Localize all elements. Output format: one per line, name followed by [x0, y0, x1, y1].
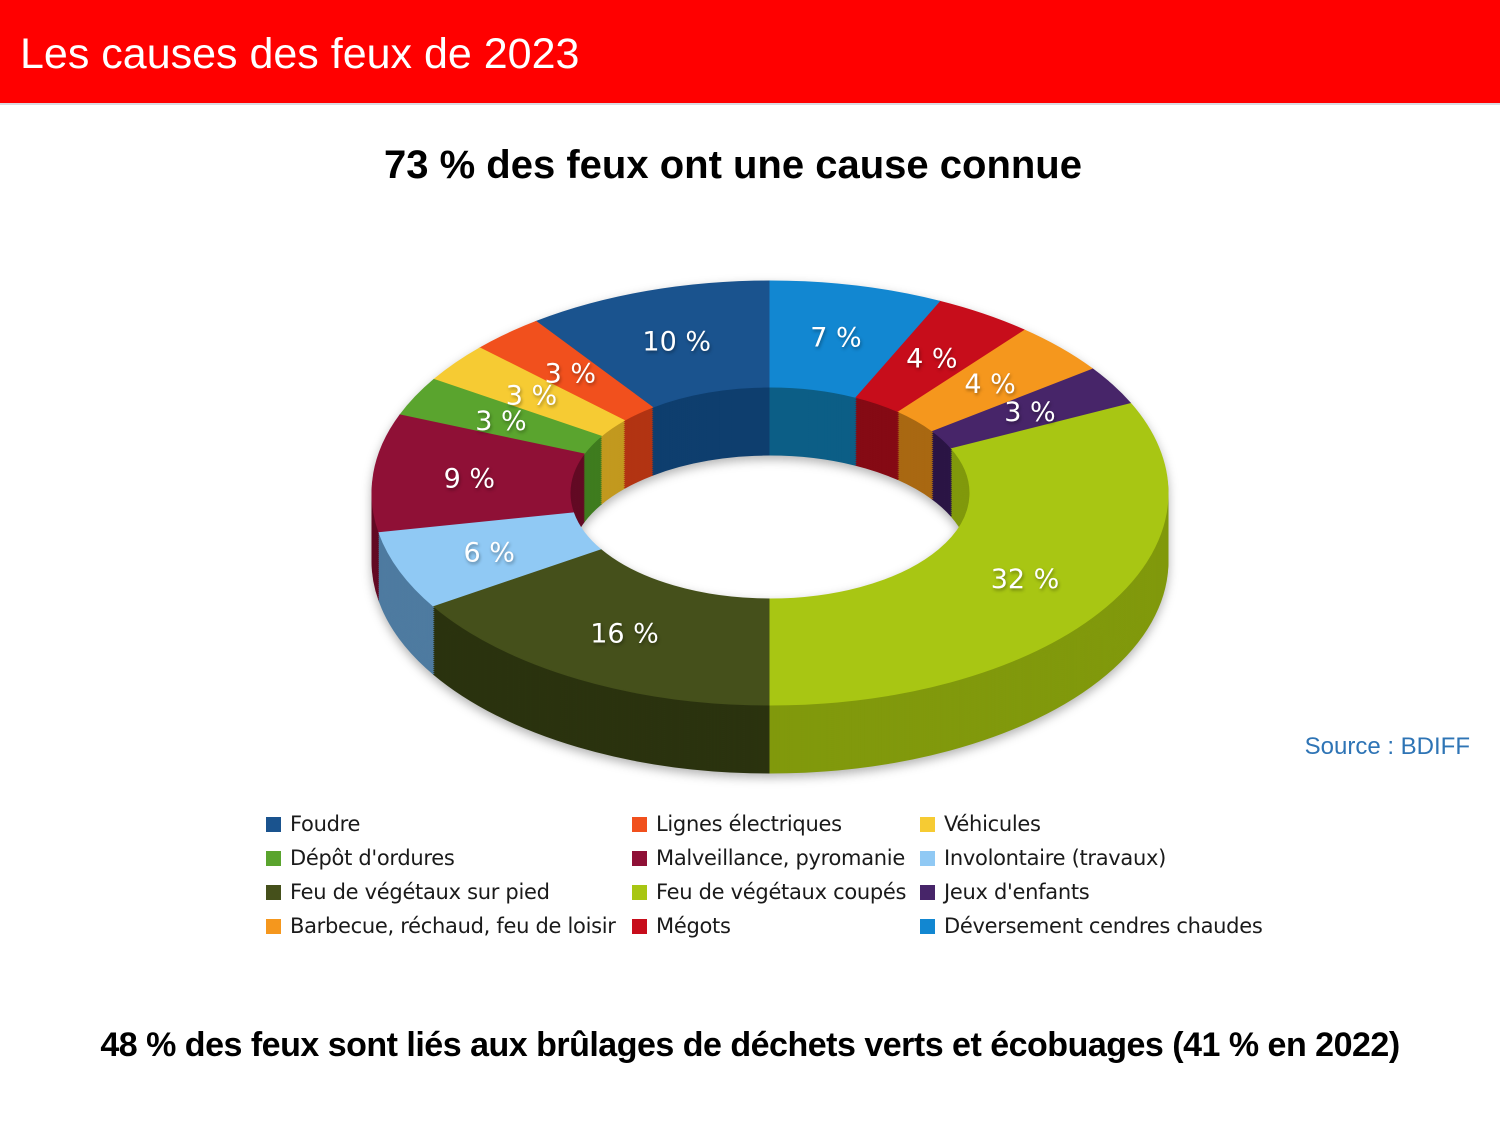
- segment-value-label: 6 %: [463, 537, 514, 568]
- donut-segment: [535, 280, 771, 408]
- segment-value-label: 10 %: [642, 326, 711, 357]
- segment-value-label: 7 %: [810, 322, 861, 353]
- segment-value-label: 3 %: [545, 358, 596, 389]
- donut-3d-group: [371, 280, 1169, 774]
- donut-segment: [769, 280, 941, 398]
- donut-segment: [432, 549, 771, 706]
- segment-value-label: 3 %: [506, 380, 557, 411]
- chart-title: 73 % des feux ont une cause connue: [384, 143, 1082, 187]
- segment-value-label: 4 %: [906, 343, 957, 374]
- segment-value-label: 3 %: [475, 406, 526, 437]
- segment-value-label: 9 %: [444, 463, 495, 494]
- segment-value-label: 3 %: [1004, 397, 1055, 428]
- page-header: Les causes des feux de 2023: [0, 0, 1500, 103]
- footer-note: 48 % des feux sont liés aux brûlages de …: [100, 1026, 1400, 1064]
- page-title: Les causes des feux de 2023: [20, 30, 580, 78]
- segment-value-label: 4 %: [964, 369, 1015, 400]
- donut-segment: [769, 402, 1169, 706]
- source-label: Source : BDIFF: [1304, 733, 1470, 760]
- segment-value-label: 16 %: [590, 619, 659, 650]
- segment-value-label: 32 %: [991, 564, 1060, 595]
